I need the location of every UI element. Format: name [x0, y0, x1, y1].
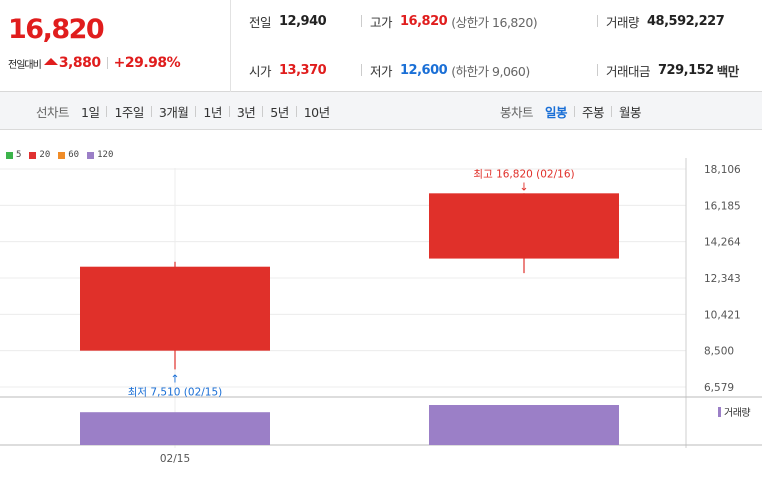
y-tick-label: 12,343	[704, 273, 741, 285]
x-tick-label: 02/15	[160, 453, 190, 465]
y-tick-label: 16,185	[704, 200, 741, 212]
high-label: 고가	[370, 14, 393, 30]
chart-tabs-bar: 선차트 1일 1주일 3개월 1년 3년 5년 10년 봉차트 일봉 주봉 월봉	[0, 92, 762, 130]
price-block: 16,820 전일대비 3,880 +29.98%	[0, 0, 231, 92]
divider	[262, 105, 264, 117]
legend-label: 20	[39, 150, 51, 160]
y-tick-label: 14,264	[704, 237, 741, 249]
volume-bar	[80, 412, 270, 445]
tab-5y[interactable]: 5년	[270, 104, 289, 120]
low-arrow-icon: ↑	[170, 372, 179, 385]
high-annotation: 최고 16,820 (02/16)	[473, 168, 574, 180]
divider	[195, 105, 197, 117]
legend-label: 60	[68, 150, 80, 160]
tab-1y[interactable]: 1년	[203, 104, 222, 120]
open-label: 시가	[249, 63, 272, 79]
candle-body	[429, 193, 619, 259]
legend-item-ma20[interactable]: 20	[29, 150, 50, 160]
moving-average-legend: 5 20 60 120	[6, 150, 121, 160]
low-annotation: 최저 7,510 (02/15)	[128, 386, 223, 398]
divider	[611, 105, 613, 117]
tab-daily[interactable]: 일봉	[545, 104, 568, 120]
tab-monthly[interactable]: 월봉	[619, 104, 642, 120]
y-tick-label: 18,106	[704, 164, 741, 176]
candlestick-chart[interactable]: 18,106 16,185 14,264 12,343 10,421 8,500 6,579…	[0, 130, 762, 478]
amount-label: 거래대금	[606, 63, 651, 79]
volume-label: 거래량	[606, 14, 640, 30]
prev-close-label: 전일	[249, 14, 272, 30]
legend-label: 120	[97, 150, 114, 160]
tab-10y[interactable]: 10년	[303, 104, 330, 120]
legend-swatch	[87, 151, 95, 159]
y-tick-label: 10,421	[704, 309, 741, 321]
legend-item-ma120[interactable]: 120	[87, 150, 113, 160]
legend-label: 5	[16, 150, 22, 160]
amount-value: 729,152	[658, 62, 714, 78]
diff-value: 3,880	[58, 55, 101, 71]
open-cell: 시가 13,370	[249, 60, 327, 80]
tab-3m[interactable]: 3개월	[158, 104, 189, 120]
current-price: 16,820	[8, 14, 105, 45]
volume-bar	[429, 405, 619, 445]
prev-close-cell: 전일 12,940	[249, 11, 327, 31]
legend-item-ma5[interactable]: 5	[6, 150, 21, 160]
line-chart-tabs: 선차트 1일 1주일 3개월 1년 3년 5년 10년	[36, 92, 330, 130]
line-chart-title[interactable]: 선차트	[36, 104, 70, 120]
legend-swatch	[58, 151, 66, 159]
low-value: 12,600	[400, 62, 448, 78]
volume-legend: 거래량	[718, 404, 751, 419]
high-arrow-icon: ↓	[519, 180, 528, 193]
high-value: 16,820	[400, 13, 448, 29]
upper-limit: (상한가 16,820)	[451, 14, 538, 30]
divider	[106, 57, 108, 69]
stock-summary: 16,820 전일대비 3,880 +29.98% 전일 12,940 고가 1…	[0, 0, 762, 92]
volume-swatch	[718, 406, 721, 417]
divider	[574, 105, 576, 117]
low-label: 저가	[370, 63, 393, 79]
high-cell: 고가 16,820 (상한가 16,820)	[361, 11, 538, 31]
divider	[228, 105, 230, 117]
legend-swatch	[29, 151, 37, 159]
price-change-row: 전일대비 3,880 +29.98%	[8, 55, 181, 71]
legend-item-ma60[interactable]: 60	[58, 150, 79, 160]
amount-cell: 거래대금 729,152 백만	[597, 60, 739, 80]
divider	[150, 105, 152, 117]
low-cell: 저가 12,600 (하한가 9,060)	[361, 60, 530, 80]
y-tick-label: 8,500	[704, 346, 734, 358]
amount-unit: 백만	[716, 63, 740, 79]
volume-cell: 거래량 48,592,227	[597, 11, 725, 31]
legend-swatch	[6, 151, 13, 159]
diff-rate: +29.98%	[113, 55, 181, 71]
lower-limit: (하한가 9,060)	[451, 63, 530, 79]
prev-close-value: 12,940	[279, 13, 327, 29]
tab-3y[interactable]: 3년	[236, 104, 256, 120]
candle-chart-tabs: 봉차트 일봉 주봉 월봉	[500, 92, 642, 130]
up-arrow-icon	[43, 57, 58, 65]
divider	[106, 105, 108, 117]
tab-weekly[interactable]: 주봉	[582, 104, 605, 120]
divider	[295, 105, 297, 117]
tab-1d[interactable]: 1일	[81, 104, 100, 120]
volume-legend-label: 거래량	[724, 408, 751, 419]
y-tick-label: 6,579	[704, 382, 734, 394]
volume-value: 48,592,227	[647, 13, 725, 29]
tab-1w[interactable]: 1주일	[114, 104, 144, 120]
open-value: 13,370	[279, 62, 327, 78]
candle-chart-title[interactable]: 봉차트	[500, 104, 534, 120]
diff-label: 전일대비	[8, 59, 42, 71]
candle-body	[80, 266, 270, 351]
